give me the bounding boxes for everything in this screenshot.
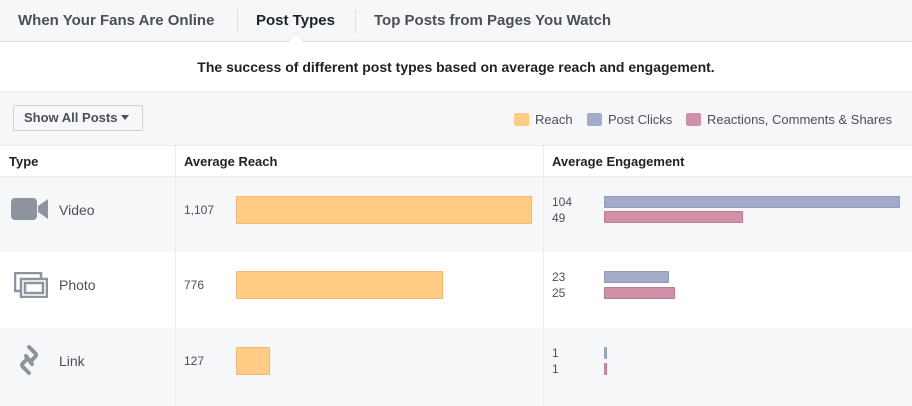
post-type-label: Photo (59, 277, 96, 293)
column-header-average-engagement: Average Engagement (552, 154, 685, 169)
post-clicks-bar[interactable] (604, 196, 900, 208)
post-insights-tabs: When Your Fans Are Online Post Types Top… (0, 0, 912, 42)
legend-swatch-reactions (686, 113, 701, 126)
table-row[interactable]: Photo 776 23 25 (0, 252, 912, 328)
dropdown-label: Show All Posts (24, 110, 118, 125)
post-clicks-value: 104 (552, 195, 573, 209)
table-row[interactable]: Link 127 1 1 (0, 328, 912, 406)
post-clicks-value: 23 (552, 270, 566, 284)
tab-divider (355, 9, 356, 33)
reach-bar[interactable] (236, 347, 270, 375)
legend-reactions: Reactions, Comments & Shares (686, 112, 892, 128)
chain-link-icon (16, 343, 42, 382)
photo-stack-icon (13, 271, 49, 303)
post-type-label: Video (59, 202, 95, 218)
legend-post-clicks: Post Clicks (587, 112, 672, 128)
reactions-bar[interactable] (604, 363, 607, 375)
section-description: The success of different post types base… (197, 59, 715, 75)
legend-label: Reach (535, 112, 573, 127)
tab-divider (237, 9, 238, 33)
video-camera-icon (11, 197, 49, 226)
reactions-value: 25 (552, 286, 566, 300)
chevron-down-icon (121, 115, 130, 121)
column-divider (543, 145, 544, 406)
tab-top-posts-pages-you-watch[interactable]: Top Posts from Pages You Watch (374, 12, 611, 29)
reactions-bar[interactable] (604, 211, 743, 223)
legend-swatch-post-clicks (587, 113, 602, 126)
post-clicks-value: 1 (552, 346, 559, 360)
post-clicks-bar[interactable] (604, 271, 669, 283)
reach-value: 776 (184, 278, 205, 292)
reactions-value: 49 (552, 211, 566, 225)
legend-label: Post Clicks (608, 112, 673, 127)
column-header-average-reach: Average Reach (184, 154, 278, 169)
legend-reach: Reach (514, 112, 573, 128)
table-row[interactable]: Video 1,107 104 49 (0, 177, 912, 252)
post-type-label: Link (59, 353, 85, 369)
show-posts-dropdown[interactable]: Show All Posts (13, 105, 143, 131)
column-header-type: Type (9, 154, 39, 169)
reach-bar[interactable] (236, 196, 532, 224)
reach-bar[interactable] (236, 271, 443, 299)
filter-toolbar: Show All Posts Reach Post Clicks Reactio… (0, 91, 912, 145)
table-header: Type Average Reach Average Engagement (0, 145, 912, 177)
tab-when-fans-online[interactable]: When Your Fans Are Online (18, 12, 215, 29)
reactions-bar[interactable] (604, 287, 675, 299)
tab-post-types[interactable]: Post Types (256, 12, 335, 29)
post-clicks-bar[interactable] (604, 347, 607, 359)
reach-value: 127 (184, 354, 205, 368)
active-tab-pointer-fill (288, 34, 304, 42)
reach-value: 1,107 (184, 203, 215, 217)
legend-label: Reactions, Comments & Shares (707, 112, 892, 127)
column-divider (175, 145, 176, 406)
legend-swatch-reach (514, 113, 529, 126)
reactions-value: 1 (552, 362, 559, 376)
